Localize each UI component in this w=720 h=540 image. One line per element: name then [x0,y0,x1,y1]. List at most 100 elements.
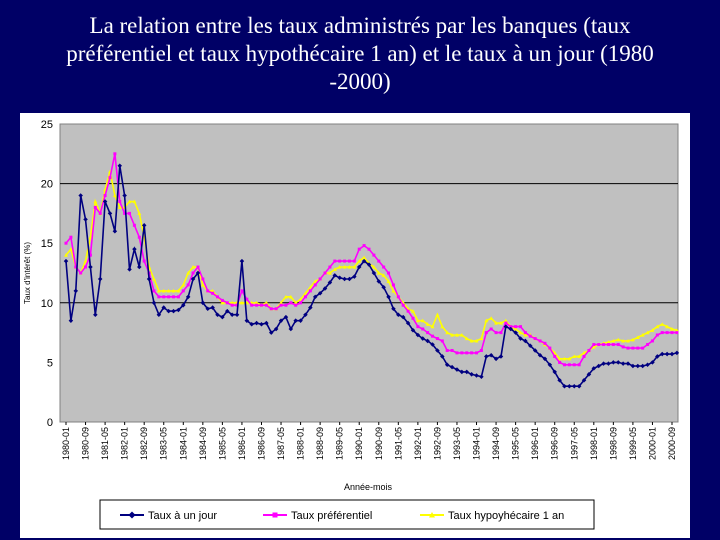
data-point [201,277,205,281]
data-point [259,303,263,307]
data-point [606,340,611,344]
page-number: 25 [640,497,653,512]
data-point [298,297,303,301]
data-point [332,273,338,278]
data-point [611,343,615,347]
data-point [552,369,557,375]
x-tick-label: 1990-01 [354,427,364,460]
data-point [132,223,136,227]
data-point [528,334,532,338]
data-point [274,307,278,311]
data-point [449,364,455,370]
data-point [484,354,489,359]
x-tick-label: 2000-09 [667,427,677,460]
data-point [303,295,307,299]
data-point [308,285,313,289]
data-point [621,345,625,349]
data-point [596,363,601,369]
data-point [318,277,322,281]
data-point [469,338,474,343]
x-tick-label: 1985-05 [217,427,227,460]
data-point [225,308,230,314]
data-point [664,351,670,357]
data-point [279,300,284,305]
y-axis-ticks: 0 5 10 15 20 25 [41,119,53,429]
data-point [327,280,333,285]
data-point [420,318,425,323]
data-point [470,351,474,355]
data-point [519,325,522,329]
x-tick-label: 1996-01 [530,427,540,460]
data-point [151,276,156,281]
series-mortgage-rate [64,169,679,361]
data-point [283,294,288,299]
data-point [255,303,259,307]
data-point [352,259,356,263]
data-point [489,327,493,331]
data-point [518,330,523,335]
data-point [366,262,372,267]
data-point [84,265,88,269]
data-point [112,193,117,198]
data-point [328,265,332,269]
legend-marker [128,511,136,519]
data-point [157,295,161,299]
data-point [630,363,636,369]
data-point [308,305,313,310]
data-point [410,327,416,333]
data-point [313,283,317,287]
data-point [299,301,303,305]
data-point [577,354,582,359]
legend-item-overnight-rate: Taux à un jour [120,510,217,522]
data-point [528,343,533,348]
x-tick-label: 1998-09 [608,427,618,460]
data-point [430,324,435,329]
data-point [459,369,465,375]
data-point [508,326,513,332]
data-point [362,255,367,260]
data-point [108,176,112,180]
data-point [592,343,596,347]
data-point [523,332,528,337]
data-point [669,351,675,357]
data-point [474,373,479,378]
data-point [484,331,488,335]
data-point [176,295,180,299]
x-tick-label: 1989-05 [335,427,345,460]
data-point [337,265,342,269]
plot-area [59,123,679,423]
data-point [186,271,191,275]
data-point [210,288,215,293]
data-point [93,205,97,209]
data-point [376,279,382,284]
data-point [343,259,347,263]
data-point [381,285,386,290]
data-point [445,330,450,335]
x-tick-label: 1984-01 [178,427,188,460]
x-tick-label: 1986-01 [237,427,247,460]
x-tick-label: 1988-01 [296,427,306,460]
data-point [640,332,645,337]
data-point [562,363,566,367]
data-point [112,229,118,234]
data-point [391,283,395,287]
data-point [576,383,582,389]
x-tick-label: 1992-01 [413,427,423,460]
data-point [606,343,610,347]
data-point [117,205,122,210]
data-point [83,259,88,263]
data-point [641,346,645,350]
data-point [122,193,127,198]
data-point [493,356,499,362]
x-tick-label: 1983-05 [159,427,169,460]
y-tick-label: 20 [41,179,53,191]
data-point [68,247,73,251]
slide-title: La relation entre les taux administrés p… [20,12,700,96]
data-point [273,326,279,332]
data-point [372,253,376,257]
data-point [142,259,146,263]
data-point [167,295,171,299]
data-point [582,354,586,358]
data-point [460,351,464,355]
